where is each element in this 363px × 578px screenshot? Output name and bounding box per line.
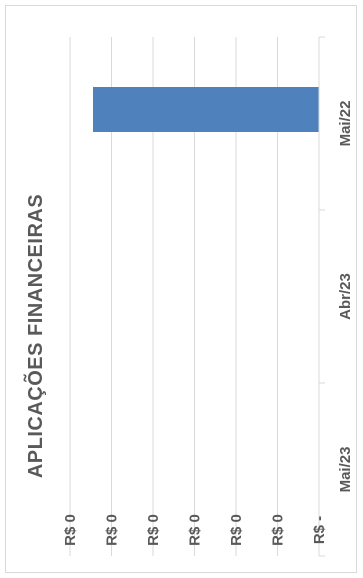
value-tick-label: R$ - — [311, 516, 328, 544]
bars — [93, 87, 319, 132]
category-label: Abr/23 — [337, 273, 354, 320]
value-tick-label: R$ 0 — [62, 514, 79, 546]
value-tick-labels: R$ - R$ 0 R$ 0 R$ 0 R$ 0 R$ 0 R$ 0 — [62, 514, 328, 546]
category-tick-labels: Mai/22 Abr/23 Mai/23 — [337, 101, 354, 493]
value-tick-label: R$ 0 — [145, 514, 162, 546]
value-tick-label: R$ 0 — [228, 514, 245, 546]
category-label: Mai/23 — [337, 447, 354, 493]
category-label: Mai/22 — [337, 101, 354, 147]
value-tick-label: R$ 0 — [104, 514, 121, 546]
category-axis — [318, 36, 325, 557]
chart-title: APLICAÇÕES FINANCEIRAS — [23, 194, 47, 478]
value-tick-label: R$ 0 — [270, 514, 287, 546]
bar — [93, 87, 319, 132]
value-tick-label: R$ 0 — [187, 514, 204, 546]
